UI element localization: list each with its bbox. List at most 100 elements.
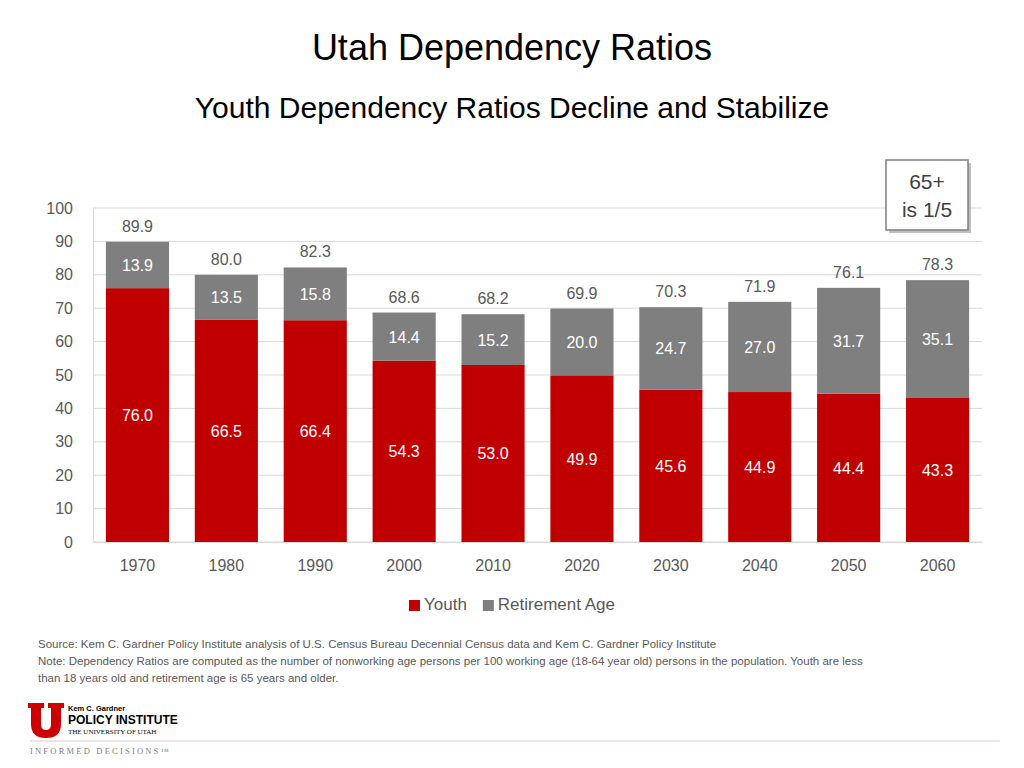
data-label: 66.4 bbox=[300, 423, 331, 440]
bar bbox=[817, 288, 880, 394]
data-label: 20.0 bbox=[566, 334, 597, 351]
x-tick: 2000 bbox=[386, 542, 422, 574]
x-tick: 2020 bbox=[564, 542, 600, 574]
total-label: 68.6 bbox=[389, 289, 420, 306]
x-tick: 1970 bbox=[120, 542, 156, 574]
y-tick-label: 20 bbox=[55, 467, 73, 484]
y-tick: 10 bbox=[55, 500, 93, 517]
y-tick-label: 10 bbox=[55, 500, 73, 517]
y-tick: 20 bbox=[55, 467, 93, 484]
y-tick-label: 50 bbox=[55, 367, 73, 384]
data-label: 44.4 bbox=[833, 460, 864, 477]
logo: Kem C. GardnerPOLICY INSTITUTETHE UNIVER… bbox=[28, 703, 1000, 756]
series-bars bbox=[106, 242, 969, 398]
data-label: 35.1 bbox=[922, 331, 953, 348]
total-label: 70.3 bbox=[655, 283, 686, 300]
y-tick: 100 bbox=[46, 200, 93, 217]
grid bbox=[93, 208, 982, 542]
data-label: 49.9 bbox=[566, 451, 597, 468]
legend-label: Retirement Age bbox=[498, 595, 615, 614]
data-label: 43.3 bbox=[922, 462, 953, 479]
data-label: 31.7 bbox=[833, 333, 864, 350]
x-tick-label: 1970 bbox=[120, 557, 156, 574]
legend-item: Youth bbox=[409, 595, 467, 614]
y-tick: 40 bbox=[55, 400, 93, 417]
legend-item: Retirement Age bbox=[483, 595, 615, 614]
bar bbox=[284, 320, 347, 542]
y-tick: 0 bbox=[64, 534, 93, 551]
bar bbox=[373, 313, 436, 361]
x-tick: 2010 bbox=[475, 542, 511, 574]
logo-tagline: INFORMED DECISIONS™ bbox=[30, 746, 171, 756]
annotation-text: is 1/5 bbox=[902, 198, 952, 221]
series-bars bbox=[106, 288, 969, 542]
y-tick: 70 bbox=[55, 300, 93, 317]
x-tick-label: 2040 bbox=[742, 557, 778, 574]
y-tick-label: 100 bbox=[46, 200, 73, 217]
data-label: 76.0 bbox=[122, 407, 153, 424]
total-label: 69.9 bbox=[566, 285, 597, 302]
data-label: 27.0 bbox=[744, 339, 775, 356]
y-tick-label: 70 bbox=[55, 300, 73, 317]
bar bbox=[550, 375, 613, 542]
x-tick: 2060 bbox=[920, 542, 956, 574]
total-label: 80.0 bbox=[211, 251, 242, 268]
logo-line3: THE UNIVERSITY OF UTAH bbox=[68, 728, 156, 736]
x-tick: 2040 bbox=[742, 542, 778, 574]
annotation-box bbox=[886, 160, 968, 230]
grid-line bbox=[93, 208, 982, 209]
note: Note: Dependency Ratios are computed as … bbox=[38, 655, 863, 667]
annotation: 65+is 1/5 bbox=[886, 160, 971, 233]
chart-root: Utah Dependency Ratios Youth Dependency R… bbox=[0, 0, 1024, 768]
footer-rule bbox=[30, 741, 1000, 742]
y-tick-label: 0 bbox=[64, 534, 73, 551]
logo-line1: Kem C. Gardner bbox=[68, 704, 125, 713]
data-label: 45.6 bbox=[655, 458, 686, 475]
bar bbox=[639, 307, 702, 389]
bar bbox=[728, 392, 791, 542]
bars bbox=[106, 242, 969, 542]
note: than 18 years old and retirement age is … bbox=[38, 672, 338, 684]
bar bbox=[106, 288, 169, 542]
legend-swatch bbox=[409, 600, 420, 611]
grid-line bbox=[93, 241, 982, 242]
y-tick: 60 bbox=[55, 333, 93, 350]
x-tick-label: 1980 bbox=[209, 557, 245, 574]
x-axis: 1970 1980 1990 2000 2010 2020 2030 2040 2050 2060 bbox=[94, 542, 983, 574]
data-label: 44.9 bbox=[744, 459, 775, 476]
data-label: 53.0 bbox=[477, 445, 508, 462]
x-tick: 2030 bbox=[653, 542, 689, 574]
total-labels: 89.980.082.368.668.269.970.371.976.178.3 bbox=[122, 218, 953, 307]
data-labels: 76.066.566.454.353.049.945.644.944.443.3… bbox=[122, 257, 953, 479]
total-label: 71.9 bbox=[744, 278, 775, 295]
x-tick-label: 2030 bbox=[653, 557, 689, 574]
data-label: 15.2 bbox=[477, 332, 508, 349]
x-tick-label: 2060 bbox=[920, 557, 956, 574]
bar bbox=[284, 267, 347, 320]
footnotes: Source: Kem C. Gardner Policy Institute … bbox=[38, 638, 863, 684]
y-tick-label: 80 bbox=[55, 266, 73, 283]
bar bbox=[195, 275, 258, 320]
bar bbox=[639, 390, 702, 542]
total-label: 76.1 bbox=[833, 264, 864, 281]
x-tick-label: 2000 bbox=[386, 557, 422, 574]
x-tick: 1980 bbox=[209, 542, 245, 574]
x-tick: 2050 bbox=[831, 542, 867, 574]
x-tick-label: 2010 bbox=[475, 557, 511, 574]
bar bbox=[106, 242, 169, 288]
logo-line2: POLICY INSTITUTE bbox=[68, 713, 178, 727]
legend-swatch bbox=[483, 600, 494, 611]
legend-label: Youth bbox=[424, 595, 467, 614]
y-tick-label: 90 bbox=[55, 233, 73, 250]
logo-mark bbox=[28, 703, 64, 738]
subtitle: Youth Dependency Ratios Decline and Stab… bbox=[195, 91, 829, 124]
total-label: 89.9 bbox=[122, 218, 153, 235]
x-tick-label: 2020 bbox=[564, 557, 600, 574]
bar bbox=[906, 397, 969, 542]
bar bbox=[817, 394, 880, 542]
title: Utah Dependency Ratios bbox=[312, 27, 712, 68]
bar bbox=[906, 280, 969, 397]
bar bbox=[550, 309, 613, 376]
x-tick-label: 1990 bbox=[297, 557, 333, 574]
y-tick-label: 40 bbox=[55, 400, 73, 417]
